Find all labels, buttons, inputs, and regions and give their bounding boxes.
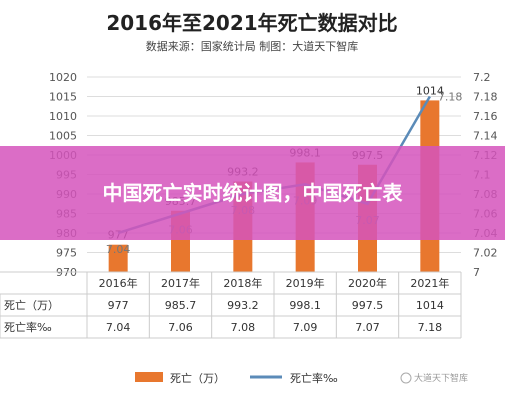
table-cell: 997.5: [352, 299, 384, 312]
watermark-text: 大道天下智库: [414, 372, 468, 384]
left-tick-label: 1005: [49, 130, 77, 143]
rate-value-label: 7.04: [106, 243, 131, 256]
table-cell: 998.1: [289, 299, 321, 312]
category-label: 2021年: [410, 276, 449, 290]
category-label: 2019年: [286, 276, 325, 290]
table-cell: 1014: [416, 299, 444, 312]
category-label: 2016年: [99, 276, 138, 290]
legend-bar-label: 死亡（万）: [170, 371, 225, 385]
wechat-icon: [400, 372, 412, 384]
watermark: 大道天下智库: [400, 372, 468, 384]
table-cell: 7.06: [168, 321, 193, 334]
left-tick-label: 1010: [49, 110, 77, 123]
category-label: 2018年: [223, 276, 262, 290]
overlay-banner: 中国死亡实时统计图，中国死亡表: [0, 146, 505, 240]
table-row-header: 死亡（万）: [4, 298, 59, 312]
right-tick-label: 7.16: [473, 110, 498, 123]
rate-value-label: 7.18: [438, 91, 463, 104]
legend-bar-swatch: [135, 372, 163, 382]
right-tick-label: 7.14: [473, 130, 498, 143]
category-label: 2017年: [161, 276, 200, 290]
data-table: 2016年 2017年 2018年 2019年 2020年 2021年死亡（万） 977 98…: [0, 271, 462, 339]
right-tick-label: 7: [473, 266, 480, 279]
right-tick-label: 7.2: [473, 71, 491, 84]
table-cell: 7.07: [355, 321, 380, 334]
table-cell: 7.09: [293, 321, 318, 334]
bar: [108, 244, 128, 272]
right-tick-label: 7.02: [473, 247, 498, 260]
legend-line-label: 死亡率‰: [290, 371, 338, 385]
table-row-header: 死亡率‰: [4, 320, 52, 334]
chart-source: 数据来源：国家统计局 制图：大道天下智库: [146, 39, 359, 53]
table-cell: 993.2: [227, 299, 259, 312]
table-cell: 985.7: [165, 299, 197, 312]
table-cell: 977: [108, 299, 129, 312]
banner-text: 中国死亡实时统计图，中国死亡表: [102, 181, 403, 205]
bar-value-label: 1014: [416, 84, 444, 97]
left-tick-label: 1015: [49, 91, 77, 104]
table-cell: 7.08: [231, 321, 256, 334]
chart-title: 2016年至2021年死亡数据对比: [106, 11, 397, 35]
category-label: 2020年: [348, 276, 387, 290]
left-tick-label: 975: [56, 247, 77, 260]
table-cell: 7.18: [418, 321, 443, 334]
table-cell: 7.04: [106, 321, 131, 334]
right-tick-label: 7.18: [473, 91, 498, 104]
left-tick-label: 1020: [49, 71, 77, 84]
legend: 死亡（万） 死亡率‰: [135, 371, 338, 385]
